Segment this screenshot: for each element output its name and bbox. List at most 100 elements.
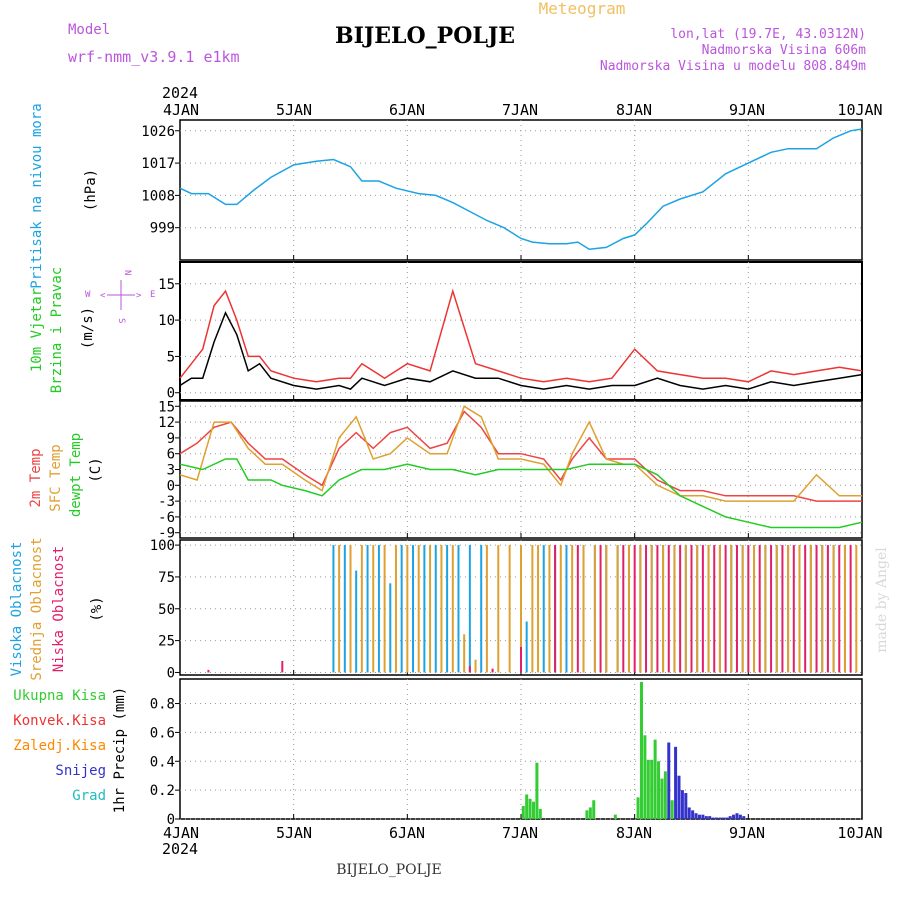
top-tick-7jan: 7JAN [502, 101, 538, 119]
bar-cloud-1 [406, 545, 409, 673]
y-tick-label-precipitation: 0 [167, 812, 175, 828]
bar-precipitation-1 [742, 816, 746, 819]
bar-cloud-1 [485, 545, 488, 673]
bar-cloud-2 [701, 545, 704, 673]
bar-cloud-1 [571, 545, 574, 673]
bar-cloud-0 [332, 545, 335, 673]
year-top: 2024 [162, 84, 198, 102]
y-tick-label-pressure: 1026 [141, 124, 175, 140]
bar-precipitation-1 [738, 814, 742, 819]
bar-cloud-1 [338, 545, 341, 673]
bar-cloud-0 [480, 545, 483, 673]
bar-cloud-0 [377, 545, 380, 673]
bar-cloud-2 [724, 545, 727, 673]
bar-cloud-0 [400, 545, 403, 673]
bar-cloud-1 [537, 545, 540, 673]
y-tick-label-temperature: -9 [158, 526, 175, 542]
temp-unit-label: (C) [88, 457, 104, 482]
credit-text: made by Angel [874, 547, 890, 653]
temp-left-label-2: SFC Temp [48, 444, 64, 511]
bar-cloud-2 [520, 646, 522, 673]
bar-cloud-2 [781, 545, 784, 673]
bar-cloud-0 [355, 570, 358, 673]
bar-cloud-1 [520, 545, 522, 673]
bar-cloud-1 [821, 545, 824, 673]
bar-cloud-0 [468, 545, 471, 673]
bar-cloud-0 [423, 545, 426, 673]
series-line-wind-1 [179, 288, 863, 383]
cloud-left-label-3: Niska Oblacnost [51, 546, 67, 672]
series-line-temperature-2 [179, 458, 863, 529]
bar-cloud-1 [616, 545, 619, 673]
bar-cloud-1 [372, 545, 375, 673]
bar-precipitation-0 [636, 797, 640, 819]
bar-cloud-1 [605, 545, 608, 673]
bar-precipitation-0 [521, 806, 525, 819]
cloud-left-label-2: Srednja Oblacnost [29, 537, 45, 680]
cloud-unit-label: (%) [89, 596, 105, 621]
bar-cloud-2 [207, 669, 210, 673]
bar-precipitation-1 [684, 793, 688, 819]
bar-precipitation-1 [732, 814, 736, 819]
bar-cloud-2 [645, 545, 648, 673]
bar-cloud-1 [508, 545, 511, 673]
compass-s: S [116, 318, 126, 323]
wind-unit-label: (m/s) [80, 307, 96, 349]
y-tick-label-wind: 5 [167, 349, 175, 365]
bar-cloud-2 [599, 545, 602, 673]
bottom-tick-8jan: 8JAN [616, 824, 652, 842]
bar-precipitation-0 [660, 778, 664, 819]
location-line: lon,lat (19.7E, 43.0312N) [670, 27, 866, 42]
bar-precipitation-0 [663, 771, 667, 819]
bar-cloud-1 [383, 545, 386, 673]
bar-cloud-1 [531, 545, 534, 673]
bar-cloud-0 [434, 545, 437, 673]
bar-precipitation-1 [694, 813, 698, 819]
y-tick-label-temperature: 6 [167, 447, 175, 463]
bar-precipitation-1 [667, 742, 671, 819]
bar-cloud-2 [690, 545, 693, 673]
y-tick-label-precipitation: 0.6 [150, 725, 175, 741]
bar-cloud-2 [735, 545, 738, 673]
bar-cloud-2 [554, 545, 557, 673]
precip-label-frozen: Zaledj.Kisa [13, 738, 106, 754]
bar-precipitation-1 [735, 813, 739, 819]
precip-legend: Ukupna Kisa Konvek.Kisa Zaledj.Kisa Snij… [13, 688, 106, 804]
bar-cloud-0 [389, 583, 392, 673]
model-label: Model [68, 22, 110, 38]
wind-left-label-2: Brzina i Pravac [49, 267, 65, 393]
bar-cloud-2 [656, 545, 659, 673]
bar-precipitation-0 [639, 681, 643, 819]
bar-cloud-1 [798, 545, 801, 673]
precip-label-snow: Snijeg [55, 763, 106, 779]
precip-label-total: Ukupna Kisa [13, 688, 106, 704]
y-tick-label-temperature: 15 [158, 399, 175, 415]
bar-cloud-1 [349, 545, 352, 673]
bar-precipitation-1 [725, 817, 729, 819]
bar-cloud-1 [474, 659, 477, 673]
year-bottom: 2024 [162, 840, 198, 858]
bar-precipitation-0 [588, 807, 592, 819]
top-tick-9jan: 9JAN [729, 101, 765, 119]
temp-left-label-1: 2m Temp [28, 448, 44, 507]
precip-unit-label: 1hr Precip (mm) [112, 687, 128, 813]
y-tick-label-precipitation: 0.8 [150, 697, 175, 713]
y-tick-label-wind: 0 [167, 386, 175, 402]
bar-precipitation-0 [653, 739, 657, 819]
y-tick-label-wind: 15 [158, 277, 175, 293]
bar-cloud-1 [417, 545, 420, 673]
bar-cloud-1 [775, 545, 778, 673]
bar-precipitation-1 [677, 775, 681, 819]
bar-precipitation-0 [670, 800, 674, 819]
bar-precipitation-1 [711, 817, 715, 819]
bar-cloud-1 [548, 545, 551, 673]
bar-cloud-1 [684, 545, 687, 673]
bar-cloud-1 [673, 545, 676, 673]
bar-cloud-1 [662, 545, 665, 673]
y-tick-label-cloud: 75 [158, 570, 175, 586]
bar-cloud-0 [446, 545, 449, 673]
top-tick-4jan: 4JAN [163, 101, 199, 119]
bar-cloud-1 [440, 545, 443, 673]
y-tick-label-temperature: -6 [158, 510, 175, 526]
bar-cloud-0 [542, 545, 545, 673]
